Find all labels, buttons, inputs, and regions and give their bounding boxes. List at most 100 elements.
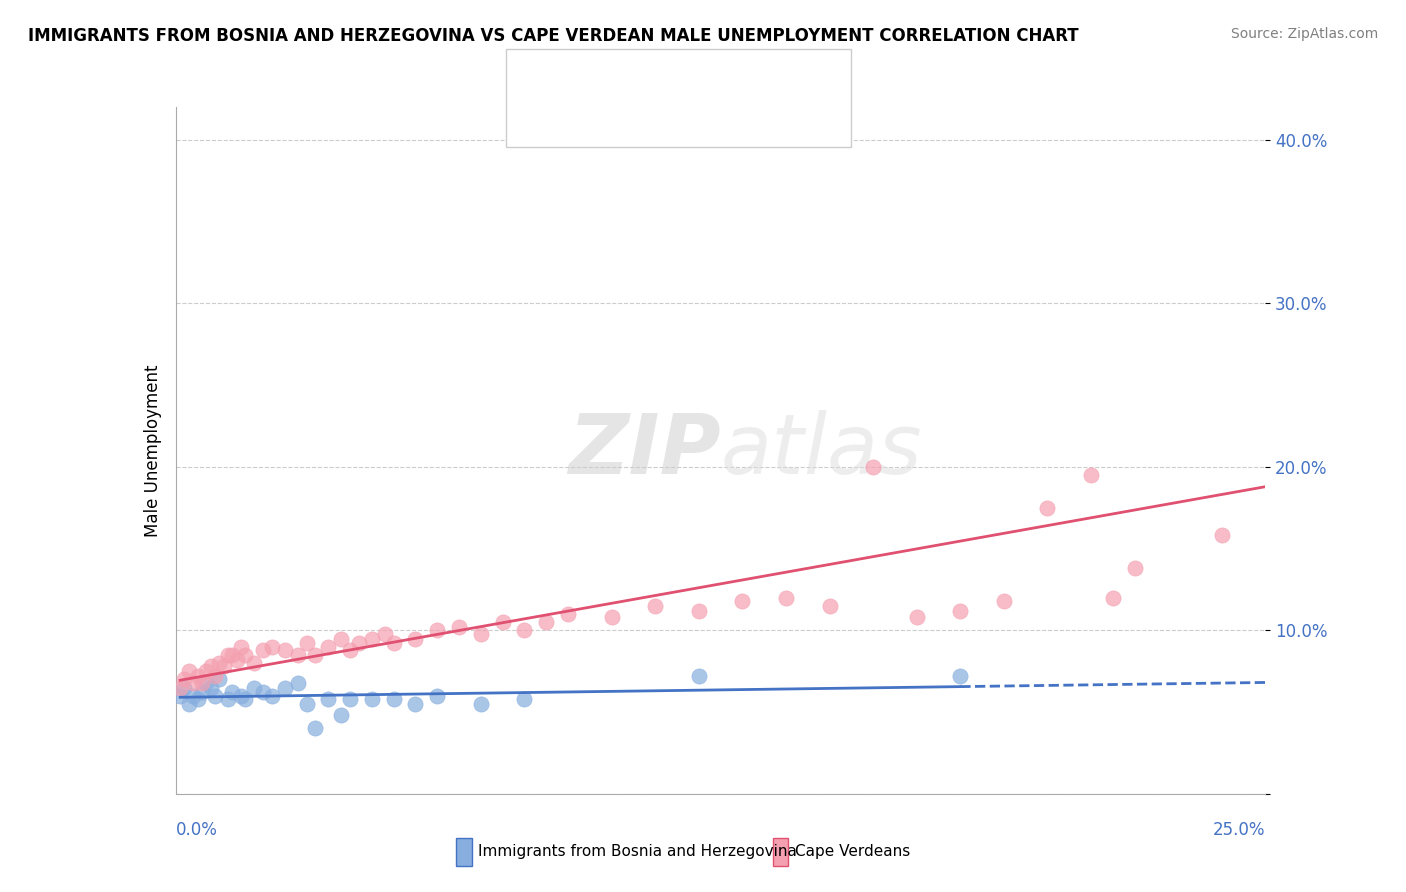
Point: [243, 681, 266, 695]
Point: [217, 692, 239, 706]
Point: [260, 689, 283, 703]
Y-axis label: Male Unemployment: Male Unemployment: [143, 364, 162, 537]
Point: [177, 697, 200, 711]
Point: [330, 708, 353, 723]
Point: [200, 659, 222, 673]
Point: [173, 673, 195, 687]
Point: [195, 664, 218, 679]
Point: [287, 648, 309, 662]
Point: [181, 675, 204, 690]
Point: [426, 624, 449, 638]
Point: [405, 632, 427, 646]
Point: [221, 648, 243, 662]
Point: [235, 648, 257, 662]
Bar: [523, 65, 546, 92]
Text: atlas: atlas: [721, 410, 922, 491]
Point: [260, 640, 283, 654]
Text: ZIP: ZIP: [568, 410, 721, 491]
Text: Cape Verdeans: Cape Verdeans: [794, 845, 910, 859]
Point: [470, 697, 492, 711]
Point: [1211, 528, 1233, 542]
Point: [318, 692, 340, 706]
Point: [204, 669, 226, 683]
Text: R = 0.225    N = 32: R = 0.225 N = 32: [558, 70, 749, 88]
Point: [231, 689, 253, 703]
Point: [905, 610, 928, 624]
Point: [304, 648, 326, 662]
Point: [1036, 500, 1059, 515]
Text: Immigrants from Bosnia and Herzegovina: Immigrants from Bosnia and Herzegovina: [478, 845, 797, 859]
Point: [818, 599, 841, 613]
Point: [212, 659, 235, 673]
Point: [173, 681, 195, 695]
Point: [405, 697, 427, 711]
Point: [513, 624, 536, 638]
Point: [318, 640, 340, 654]
Point: [360, 632, 382, 646]
Point: [208, 673, 231, 687]
Point: [360, 692, 382, 706]
Point: [186, 669, 209, 683]
Point: [235, 692, 257, 706]
Text: R = 0.409    N = 54: R = 0.409 N = 54: [558, 106, 749, 124]
Point: [347, 636, 370, 650]
Point: [181, 689, 204, 703]
Point: [243, 656, 266, 670]
Point: [217, 648, 239, 662]
Point: [252, 643, 274, 657]
Point: [382, 692, 405, 706]
Point: [191, 675, 214, 690]
Point: [195, 675, 218, 690]
Point: [447, 620, 470, 634]
Point: [204, 689, 226, 703]
Point: [177, 664, 200, 679]
Point: [426, 689, 449, 703]
Point: [295, 636, 318, 650]
Point: [274, 643, 297, 657]
Point: [252, 685, 274, 699]
Point: [231, 640, 253, 654]
Point: [374, 626, 396, 640]
Point: [470, 626, 492, 640]
Text: IMMIGRANTS FROM BOSNIA AND HERZEGOVINA VS CAPE VERDEAN MALE UNEMPLOYMENT CORRELA: IMMIGRANTS FROM BOSNIA AND HERZEGOVINA V…: [28, 27, 1078, 45]
Point: [534, 615, 557, 630]
Point: [644, 599, 666, 613]
Point: [492, 615, 515, 630]
Point: [557, 607, 579, 621]
Point: [330, 632, 353, 646]
Point: [1123, 561, 1146, 575]
Point: [186, 692, 209, 706]
Point: [304, 722, 326, 736]
Point: [274, 681, 297, 695]
Point: [600, 610, 623, 624]
Point: [339, 692, 361, 706]
Point: [287, 675, 309, 690]
Point: [731, 594, 754, 608]
Point: [169, 689, 191, 703]
Bar: [773, 838, 789, 866]
Text: 0.0%: 0.0%: [176, 822, 218, 839]
Point: [221, 685, 243, 699]
Point: [949, 669, 972, 683]
Point: [513, 692, 536, 706]
Point: [295, 697, 318, 711]
Text: 25.0%: 25.0%: [1213, 822, 1265, 839]
Point: [191, 685, 214, 699]
Point: [862, 459, 884, 474]
Point: [775, 591, 797, 605]
Bar: [456, 838, 472, 866]
Point: [688, 669, 710, 683]
Point: [169, 681, 191, 695]
Point: [225, 653, 247, 667]
Point: [688, 604, 710, 618]
Point: [1102, 591, 1125, 605]
Point: [208, 656, 231, 670]
Point: [993, 594, 1015, 608]
Point: [382, 636, 405, 650]
Point: [949, 604, 972, 618]
Text: Source: ZipAtlas.com: Source: ZipAtlas.com: [1230, 27, 1378, 41]
Point: [1080, 467, 1102, 482]
Point: [339, 643, 361, 657]
Point: [200, 681, 222, 695]
Bar: [523, 101, 546, 128]
